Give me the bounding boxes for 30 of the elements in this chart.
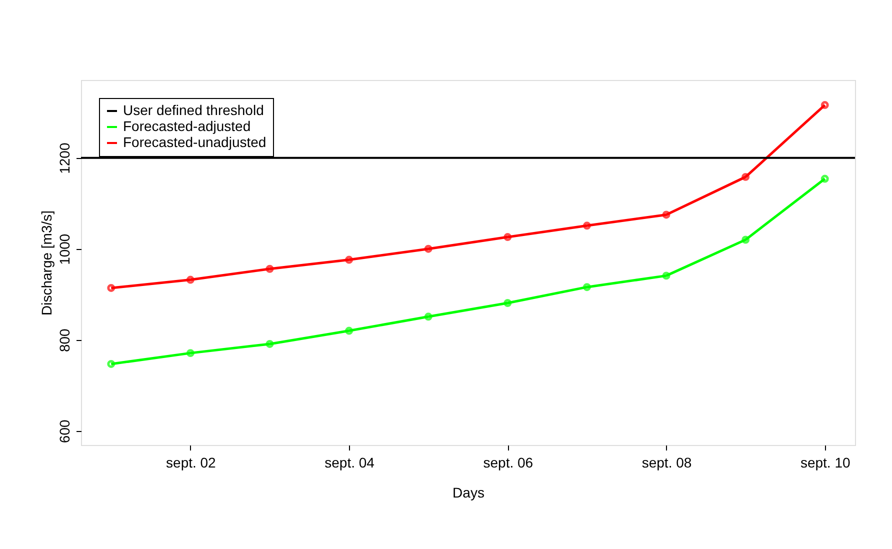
point: [424, 312, 432, 321]
point: [504, 299, 512, 307]
point: [186, 349, 194, 358]
x-axis-title: Days: [452, 484, 484, 500]
x-tick-label: sept. 02: [166, 454, 216, 470]
legend-label: User defined threshold: [123, 102, 264, 118]
y-tick-label: 1200: [56, 142, 72, 174]
x-tick-label: sept. 08: [642, 454, 692, 470]
y-tick-label: 1000: [56, 234, 72, 265]
point: [266, 264, 274, 273]
point: [742, 236, 750, 244]
y-tick-label: 600: [56, 420, 72, 444]
point: [345, 326, 354, 335]
point: [424, 244, 432, 253]
point: [662, 272, 670, 280]
point: [345, 256, 354, 264]
x-tick-label: sept. 10: [800, 454, 850, 470]
x-tick-label: sept. 06: [483, 454, 534, 470]
point: [186, 276, 194, 284]
point: [582, 222, 591, 230]
point: [662, 210, 670, 219]
y-tick-label: 800: [56, 328, 72, 352]
x-tick-label: sept. 04: [324, 454, 375, 470]
y-axis-title: Discharge [m3/s]: [38, 210, 54, 316]
legend-label: Forecasted-adjusted: [123, 118, 251, 134]
legend-label: Forecasted-unadjusted: [123, 134, 266, 150]
point: [582, 283, 591, 292]
point: [742, 172, 750, 181]
point: [504, 233, 512, 241]
point: [266, 340, 274, 348]
